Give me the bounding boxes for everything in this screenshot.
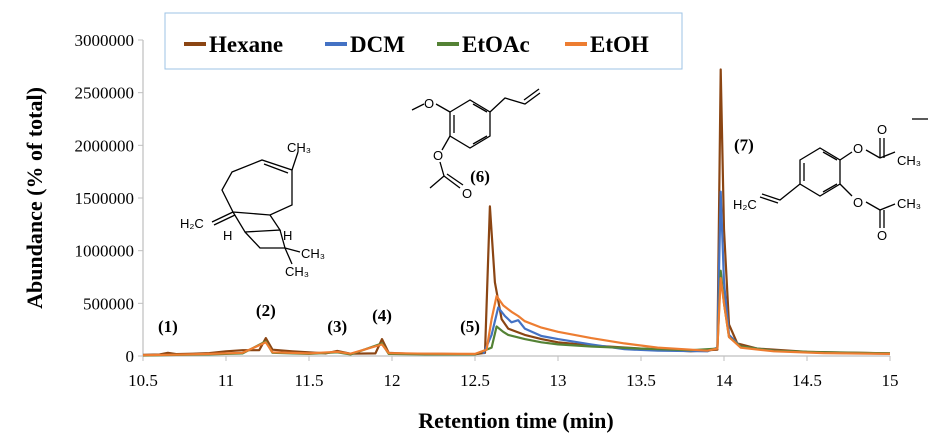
structure-label: O <box>853 195 863 210</box>
y-axis-ticks: 0 500000 1000000 1500000 2000000 2500000 30000… <box>75 31 143 366</box>
diacetate-structure: H₂C O O CH₃ O O CH₃ <box>733 118 928 243</box>
structure-label: H <box>223 228 232 243</box>
structure-label: H <box>283 228 292 243</box>
y-tick-label: 2000000 <box>75 136 135 155</box>
structure-label: O <box>433 148 443 163</box>
y-tick-label: 3000000 <box>75 31 135 50</box>
x-axis-ticks: 10.5 11 11.5 12 12.5 13 13.5 14 14.5 15 <box>128 356 899 390</box>
x-tick-label: 10.5 <box>128 371 158 390</box>
x-tick-label: 15 <box>882 371 899 390</box>
peak-label: (4) <box>372 306 392 325</box>
peak-label: (5) <box>460 317 480 336</box>
series-line-dcm <box>482 190 891 355</box>
x-tick-label: 11.5 <box>294 371 323 390</box>
y-tick-label: 1500000 <box>75 189 135 208</box>
peak-annotations: (1) (2) (3) (4) (5) (6) (7) <box>158 136 754 336</box>
y-tick-label: 1000000 <box>75 242 135 261</box>
y-tick-label: 2500000 <box>75 84 135 103</box>
legend-label-hexane: Hexane <box>209 32 283 57</box>
peak-label: (1) <box>158 317 178 336</box>
structure-label: O <box>424 96 434 111</box>
structure-label: CH₃ <box>897 196 921 211</box>
x-tick-label: 14.5 <box>792 371 822 390</box>
x-tick-label: 12 <box>384 371 401 390</box>
x-tick-label: 13.5 <box>626 371 656 390</box>
x-tick-label: 13 <box>550 371 567 390</box>
structure-label: O <box>853 141 863 156</box>
x-tick-label: 11 <box>218 371 234 390</box>
structure-label: CH₃ <box>287 140 311 155</box>
legend-box <box>164 12 683 70</box>
structure-label: CH₃ <box>285 264 309 279</box>
legend-label-etoh: EtOH <box>590 32 649 57</box>
peak-label: (2) <box>256 301 276 320</box>
caryophyllene-structure: CH₃ H₂C H H CH₃ CH₃ <box>180 140 325 279</box>
structure-label: O <box>877 122 887 137</box>
y-tick-label: 500000 <box>83 294 134 313</box>
y-tick-label: 0 <box>126 347 135 366</box>
structure-label: H₂C <box>733 197 757 212</box>
legend-label-dcm: DCM <box>350 32 405 57</box>
y-axis-title: Abundance (% of total) <box>22 87 47 309</box>
x-axis-title: Retention time (min) <box>418 408 614 433</box>
structure-label: CH₃ <box>897 153 921 168</box>
series-layer <box>142 68 891 357</box>
structure-label: O <box>462 186 472 201</box>
structure-label: O <box>877 228 887 243</box>
structure-label: H₂C <box>180 216 204 231</box>
x-tick-label: 12.5 <box>460 371 490 390</box>
peak-label: (3) <box>327 317 347 336</box>
legend: Hexane DCM EtOAc EtOH <box>164 12 683 70</box>
series-line-etoh <box>142 277 891 357</box>
peak-label: (6) <box>470 167 490 186</box>
peak-label: (7) <box>734 136 754 155</box>
x-tick-label: 14 <box>716 371 734 390</box>
structure-label: CH₃ <box>301 246 325 261</box>
eugenyl-acetate-structure: O O O <box>411 88 541 201</box>
legend-label-etoac: EtOAc <box>462 32 530 57</box>
